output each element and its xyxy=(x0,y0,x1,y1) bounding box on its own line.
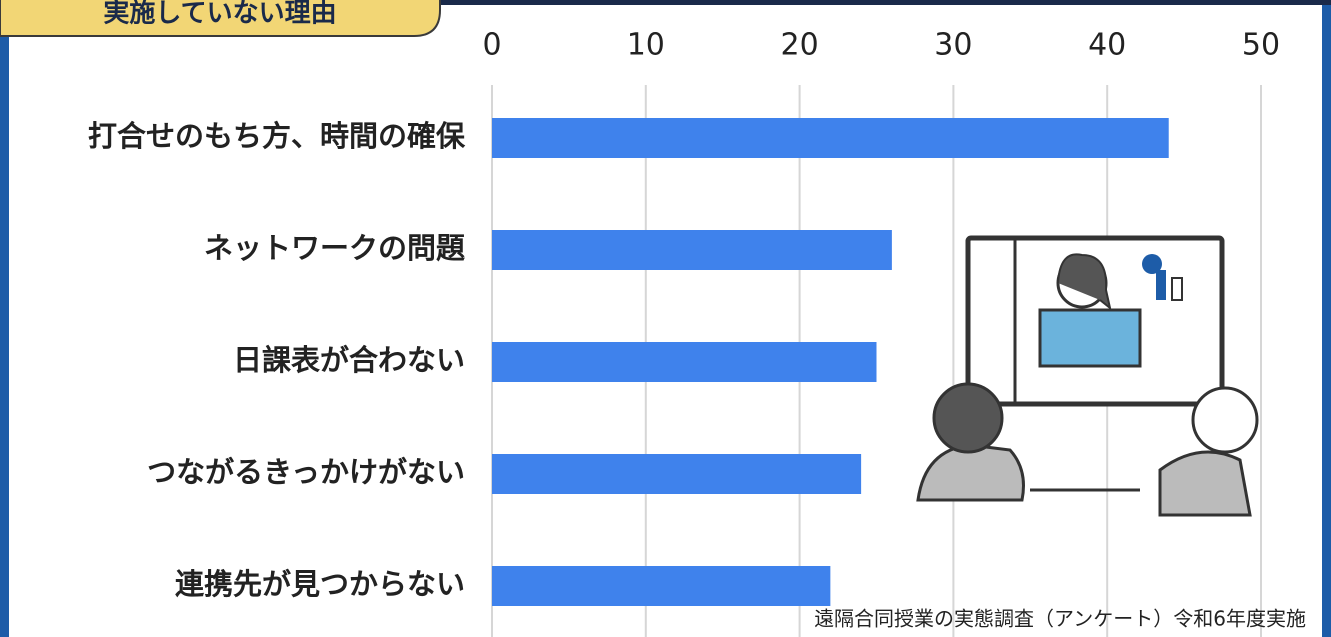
icon-pie xyxy=(1142,254,1162,274)
y-tick-label: 連携先が見つからない xyxy=(175,567,465,601)
y-tick-label: つながるきっかけがない xyxy=(147,455,465,489)
y-tick-label: 日課表が合わない xyxy=(233,343,465,377)
viewer-right-head xyxy=(1193,388,1257,452)
x-tick-label: 50 xyxy=(1242,28,1280,63)
bar xyxy=(492,118,1169,158)
icon-bar xyxy=(1156,270,1166,300)
viewer-left-head xyxy=(934,384,1002,452)
viewer-right xyxy=(1160,452,1250,515)
presenter-body xyxy=(1040,310,1140,366)
y-tick-label: ネットワークの問題 xyxy=(204,231,466,265)
bar xyxy=(492,230,892,270)
source-note: 遠隔合同授業の実態調査（アンケート）令和6年度実施 xyxy=(814,607,1306,631)
x-tick-label: 0 xyxy=(482,28,501,63)
x-tick-label: 40 xyxy=(1088,28,1126,63)
chart-title: 実施していない理由 xyxy=(103,0,336,29)
icon-bar xyxy=(1172,278,1182,300)
x-tick-label: 10 xyxy=(627,28,665,63)
bar xyxy=(492,454,861,494)
chart: 実施していない理由 0 10 20 30 40 50 打合せのもち方、時間の確保ネットワーク… xyxy=(0,0,1331,637)
x-tick-label: 20 xyxy=(781,28,819,63)
y-tick-label: 打合せのもち方、時間の確保 xyxy=(88,119,466,153)
left-border xyxy=(0,0,9,637)
bar xyxy=(492,342,877,382)
right-border xyxy=(1322,0,1331,637)
bar xyxy=(492,566,830,606)
x-tick-label: 30 xyxy=(934,28,972,63)
